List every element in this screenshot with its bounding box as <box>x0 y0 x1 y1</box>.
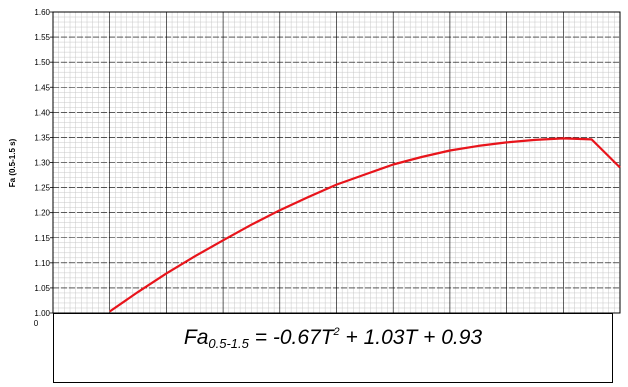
y-tick-label: 1.15 <box>34 234 50 243</box>
equation-text: Fa0.5-1.5 = -0.67T2 + 1.03T + 0.93 <box>54 326 612 351</box>
y-tick-label: 1.35 <box>34 133 50 142</box>
y-tick-label: 1.55 <box>34 33 50 42</box>
equation-lhs: Fa <box>183 326 209 349</box>
equation-subscript: 0.5-1.5 <box>208 336 249 351</box>
y-tick-label: 1.45 <box>34 83 50 92</box>
y-tick-label: 1.00 <box>34 309 50 318</box>
y-tick-label: 1.20 <box>34 209 50 218</box>
x-tick-label-left: 0 <box>34 319 39 328</box>
y-tick-label: 1.40 <box>34 108 50 117</box>
equation-middle: = -0.67T <box>248 326 334 349</box>
series-line <box>109 137 621 313</box>
major-gridlines <box>53 12 620 313</box>
y-tick-label: 1.25 <box>34 184 50 193</box>
y-tick-label: 1.50 <box>34 58 50 67</box>
series-layer <box>109 137 621 313</box>
y-tick-label: 1.60 <box>34 8 50 17</box>
x-tick-labels: 0 <box>34 319 39 328</box>
y-axis-title: Fa (0.5-1.5 s) <box>8 138 17 187</box>
y-tick-label: 1.05 <box>34 284 50 293</box>
y-tick-label: 1.30 <box>34 159 50 168</box>
equation-box: Fa0.5-1.5 = -0.67T2 + 1.03T + 0.93 <box>53 313 613 383</box>
equation-rhs: + 1.03T + 0.93 <box>339 326 483 349</box>
y-tick-label: 1.10 <box>34 259 50 268</box>
y-tick-labels: 1.00 1.05 1.10 1.15 1.20 1.25 1.30 1.35 1.40 1.45… <box>34 8 53 318</box>
equation-superscript: 2 <box>333 326 340 338</box>
